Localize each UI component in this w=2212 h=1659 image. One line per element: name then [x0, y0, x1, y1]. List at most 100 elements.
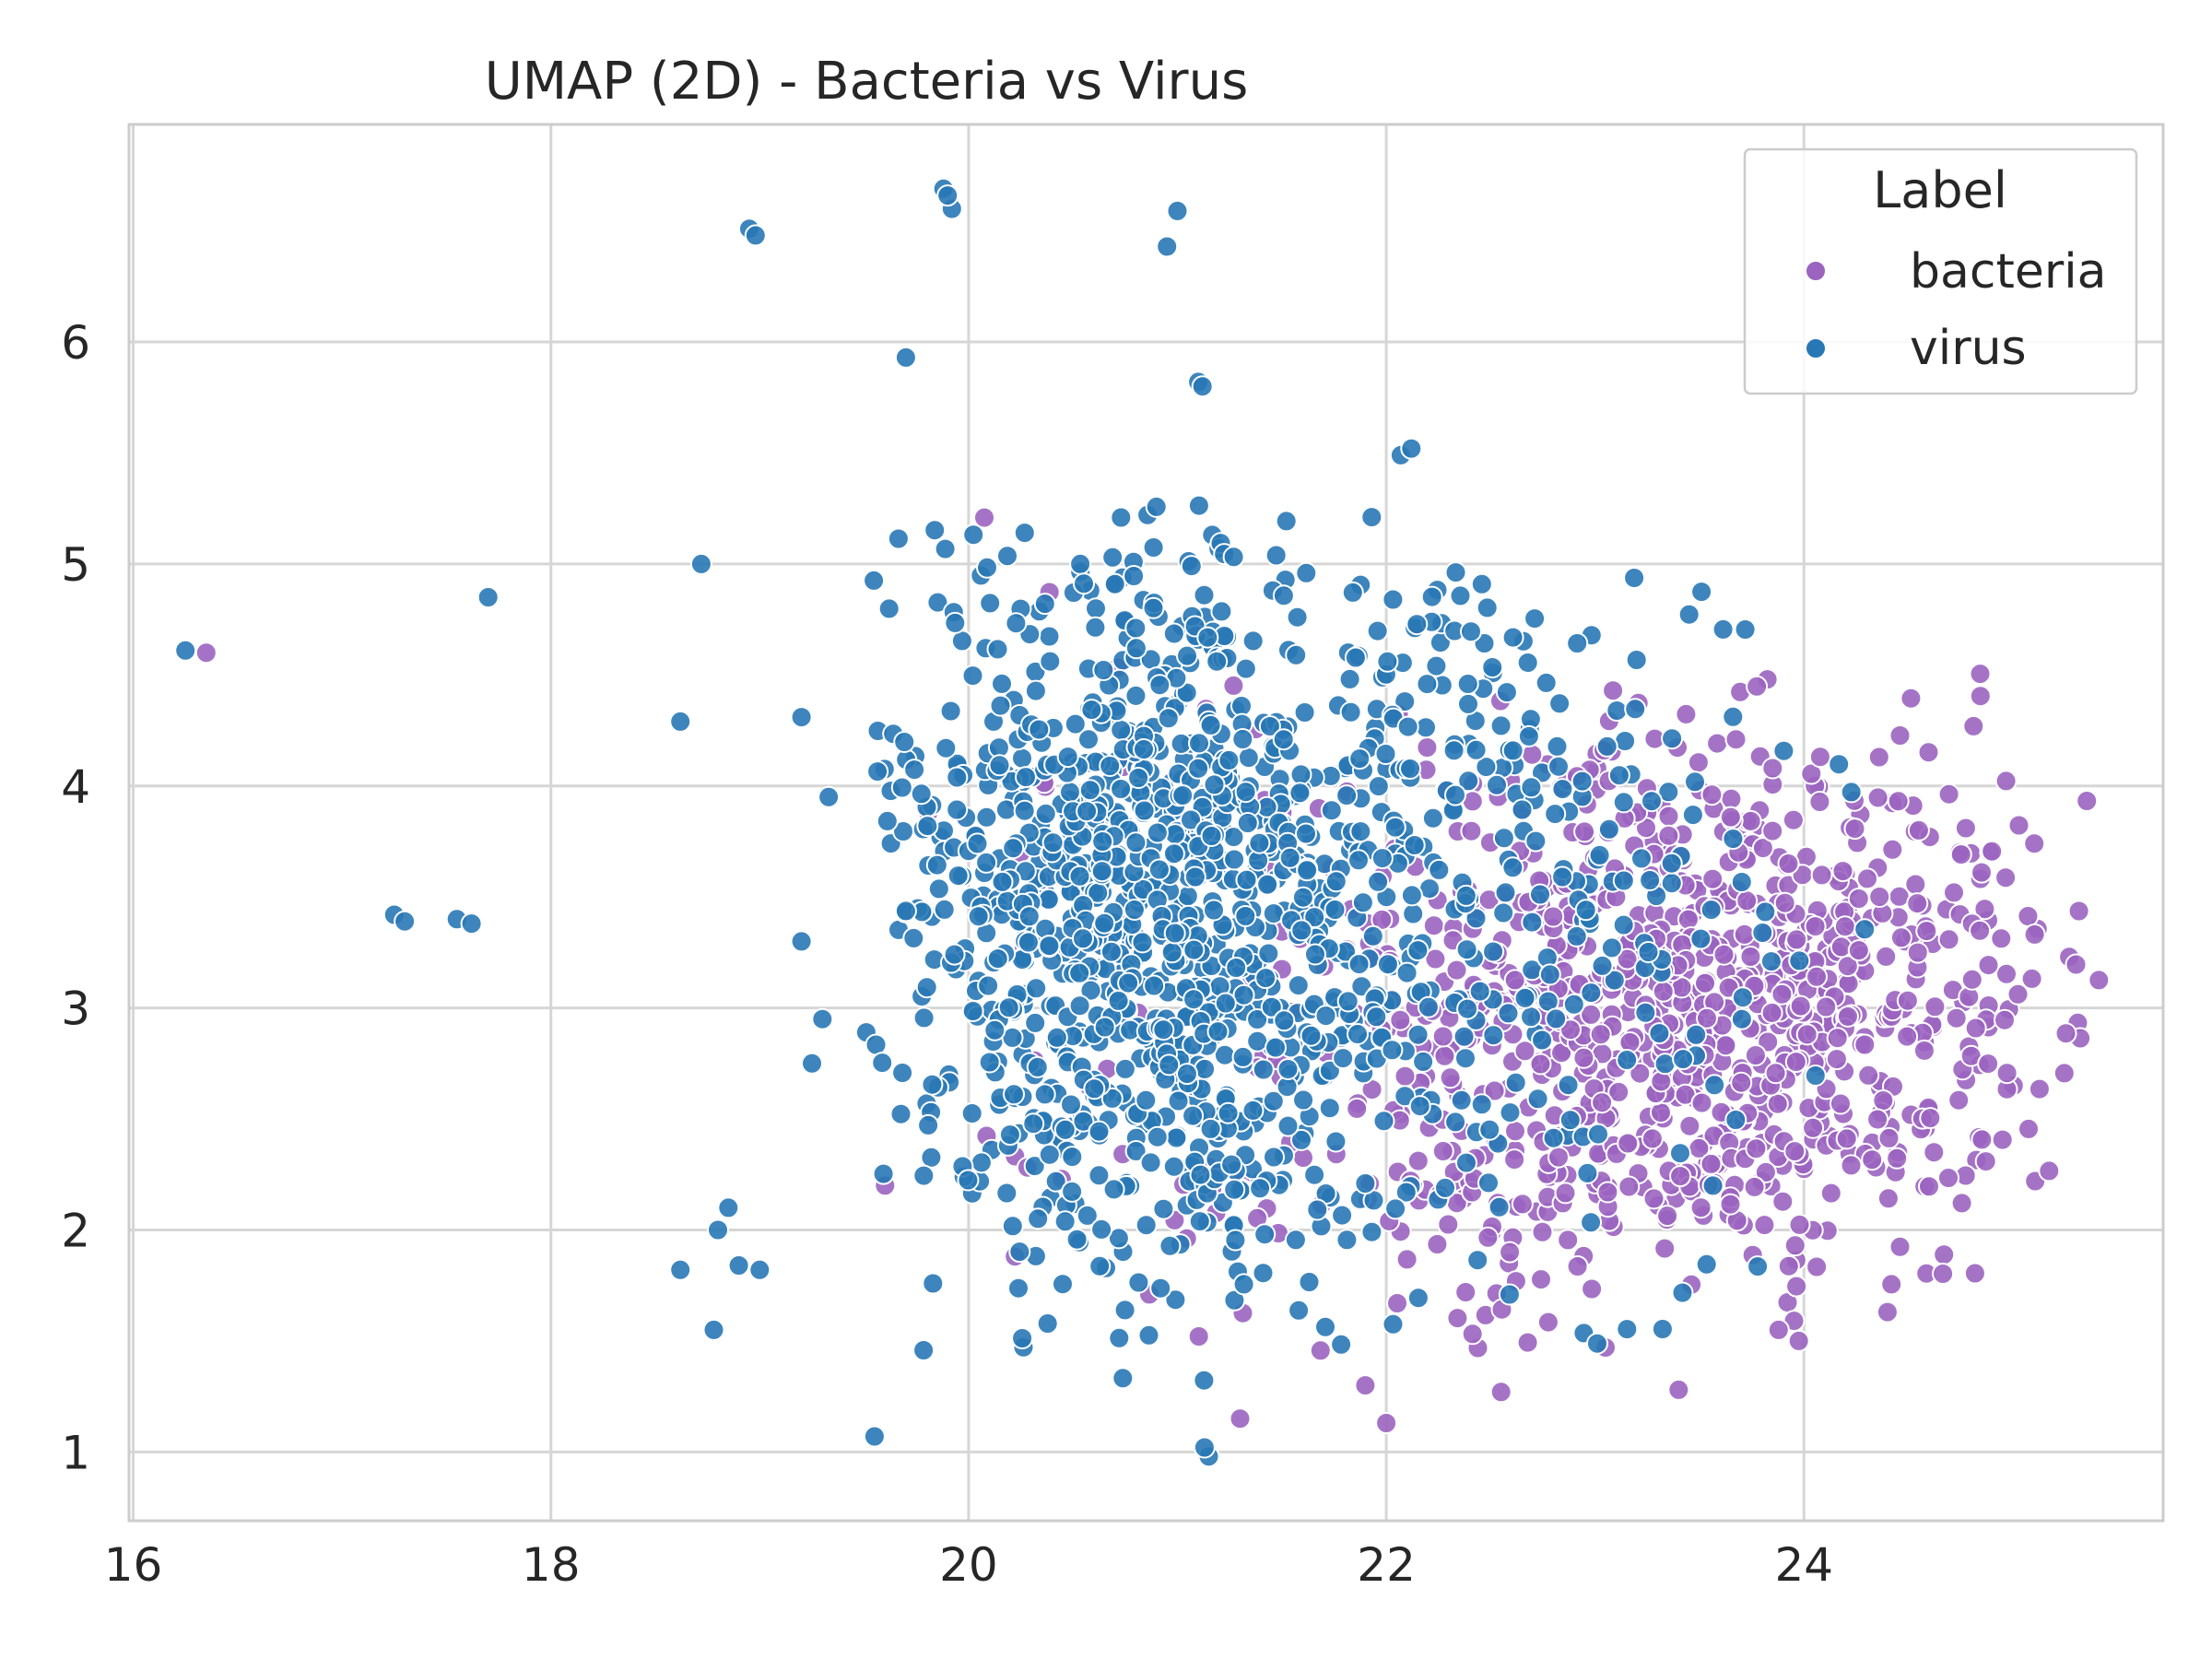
virus-point [1290, 1128, 1312, 1151]
virus-point [1101, 546, 1124, 569]
virus-point [961, 665, 984, 688]
virus-point [1232, 1273, 1255, 1296]
legend-title: Label [1873, 161, 2007, 219]
bacteria-point [194, 641, 218, 665]
bacteria-point [1800, 762, 1823, 785]
virus-point [976, 556, 998, 579]
virus-point [1068, 865, 1091, 888]
virus-point [1444, 783, 1466, 806]
virus-point [1481, 656, 1504, 678]
virus-point [1085, 597, 1107, 620]
virus-point [995, 1182, 1018, 1205]
bacteria-point [1602, 679, 1625, 702]
bacteria-point [1422, 914, 1445, 937]
virus-point [1730, 871, 1753, 893]
virus-point [1263, 1146, 1285, 1169]
virus-point [1033, 1083, 1056, 1106]
virus-point [1304, 943, 1326, 966]
x-tick-label: 18 [522, 1538, 581, 1592]
virus-point [1623, 567, 1646, 589]
virus-point [1013, 522, 1036, 545]
virus-point [1013, 799, 1036, 822]
y-tick-label: 4 [61, 760, 90, 814]
virus-point [1210, 600, 1233, 623]
virus-point [986, 947, 1009, 971]
virus-point [790, 930, 813, 953]
virus-point [1157, 707, 1180, 730]
bacteria-point [1542, 905, 1565, 928]
virus-point [1382, 1312, 1405, 1335]
virus-point [1734, 618, 1757, 641]
bacteria-point [1806, 1255, 1829, 1278]
virus-point [1330, 1333, 1353, 1356]
virus-point [943, 943, 966, 966]
virus-point [1298, 1271, 1321, 1293]
virus-point [1206, 1020, 1230, 1043]
virus-point [1565, 924, 1588, 947]
virus-point [1695, 1253, 1718, 1276]
virus-point [1804, 1065, 1827, 1087]
virus-point [1292, 1088, 1315, 1112]
virus-point [1566, 632, 1589, 654]
virus-point [1080, 699, 1103, 722]
virus-point [1131, 931, 1154, 954]
virus-point [988, 754, 1011, 777]
virus-point [1135, 1214, 1158, 1237]
virus-point [1403, 834, 1426, 856]
bacteria-point [1875, 945, 1898, 968]
bacteria-point [1547, 1146, 1570, 1169]
bacteria-point [1724, 728, 1747, 751]
virus-point [1347, 953, 1371, 976]
virus-point [1135, 1088, 1158, 1112]
virus-point [1165, 1126, 1188, 1149]
bacteria-point [1566, 1255, 1589, 1277]
bacteria-point [1782, 808, 1805, 831]
virus-point [1406, 613, 1429, 636]
bacteria-point [1783, 1234, 1806, 1257]
virus-point [996, 545, 1018, 568]
bacteria-point [1995, 1062, 2018, 1085]
virus-point [1060, 1093, 1082, 1116]
virus-point [1588, 843, 1611, 866]
virus-point [1303, 1163, 1326, 1186]
virus-point [1724, 1109, 1747, 1131]
bacteria-point [1783, 1140, 1806, 1163]
virus-point [1072, 927, 1094, 950]
virus-point [1384, 1197, 1407, 1220]
bacteria-point [1516, 1331, 1539, 1354]
virus-point [1580, 982, 1603, 1005]
virus-point [1712, 618, 1735, 641]
virus-point [917, 1113, 940, 1136]
virus-point [1142, 596, 1165, 619]
virus-point [1003, 1083, 1025, 1106]
virus-point [1180, 808, 1202, 831]
bacteria-point [1835, 1127, 1858, 1150]
virus-point [1156, 235, 1179, 258]
virus-point [1024, 1011, 1047, 1034]
bacteria-point [1766, 1092, 1789, 1115]
virus-point [876, 809, 899, 832]
virus-point [1444, 561, 1467, 584]
bacteria-point [1937, 1167, 1959, 1189]
virus-point [1171, 784, 1194, 806]
virus-point [893, 731, 916, 753]
bacteria-point [2020, 967, 2043, 990]
virus-point [1544, 803, 1567, 826]
bacteria-point [1810, 864, 1833, 887]
virus-point [1223, 1178, 1246, 1201]
virus-point [1381, 1039, 1404, 1062]
virus-point [1828, 753, 1851, 776]
virus-point [927, 877, 950, 900]
virus-point [811, 1007, 834, 1030]
virus-point [1600, 936, 1623, 959]
bacteria-point [1530, 1268, 1552, 1291]
virus-point [1090, 1218, 1113, 1241]
virus-point [744, 224, 767, 247]
virus-point [1041, 831, 1065, 854]
bacteria-point [1789, 994, 1812, 1018]
virus-point [1146, 1125, 1169, 1148]
virus-point [1425, 654, 1448, 677]
virus-point [1731, 986, 1754, 1009]
bacteria-point [1687, 751, 1710, 774]
virus-point [1344, 646, 1367, 669]
